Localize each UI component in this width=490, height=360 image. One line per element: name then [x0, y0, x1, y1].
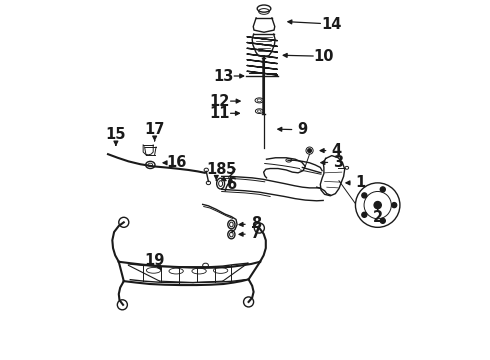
Text: 7: 7 — [251, 226, 261, 241]
Circle shape — [380, 187, 385, 192]
Text: 8: 8 — [250, 216, 261, 231]
Text: 2: 2 — [372, 210, 383, 225]
Text: 15: 15 — [106, 127, 126, 141]
Text: 11: 11 — [210, 106, 230, 121]
Circle shape — [380, 218, 385, 223]
Text: 14: 14 — [321, 17, 341, 32]
Text: 1: 1 — [355, 175, 366, 190]
Text: 16: 16 — [167, 155, 187, 170]
Text: 13: 13 — [213, 68, 234, 84]
Text: 19: 19 — [145, 253, 165, 268]
Circle shape — [374, 202, 381, 209]
Text: 6: 6 — [226, 177, 237, 192]
Text: 18: 18 — [206, 162, 226, 177]
Text: 5: 5 — [225, 162, 236, 177]
Text: 12: 12 — [210, 94, 230, 109]
Text: 3: 3 — [333, 154, 343, 170]
Circle shape — [362, 212, 367, 217]
Circle shape — [362, 193, 367, 198]
Text: 10: 10 — [314, 49, 334, 64]
Circle shape — [308, 149, 311, 152]
Circle shape — [392, 203, 397, 208]
Text: 9: 9 — [297, 122, 307, 137]
Text: 4: 4 — [331, 143, 342, 158]
Text: 17: 17 — [145, 122, 165, 137]
